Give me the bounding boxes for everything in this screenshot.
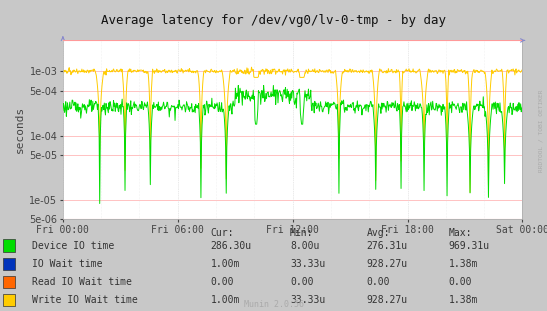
Text: 1.00m: 1.00m [211, 259, 240, 269]
Text: Avg:: Avg: [366, 228, 390, 238]
Text: Max:: Max: [449, 228, 472, 238]
Text: 286.30u: 286.30u [211, 241, 252, 251]
Text: Device IO time: Device IO time [32, 241, 114, 251]
Text: 1.38m: 1.38m [449, 259, 478, 269]
Text: 928.27u: 928.27u [366, 295, 408, 305]
Text: 0.00: 0.00 [211, 277, 234, 287]
Text: RRDTOOL / TOBI OETIKER: RRDTOOL / TOBI OETIKER [539, 89, 544, 172]
Text: 0.00: 0.00 [366, 277, 390, 287]
Text: Read IO Wait time: Read IO Wait time [32, 277, 132, 287]
Text: 969.31u: 969.31u [449, 241, 490, 251]
Text: Min:: Min: [290, 228, 313, 238]
Text: Munin 2.0.56: Munin 2.0.56 [243, 300, 304, 309]
Text: 0.00: 0.00 [449, 277, 472, 287]
Y-axis label: seconds: seconds [15, 106, 25, 153]
Text: 1.00m: 1.00m [211, 295, 240, 305]
Text: 0.00: 0.00 [290, 277, 313, 287]
Text: Write IO Wait time: Write IO Wait time [32, 295, 137, 305]
Text: 33.33u: 33.33u [290, 295, 325, 305]
Text: 276.31u: 276.31u [366, 241, 408, 251]
Text: 8.00u: 8.00u [290, 241, 319, 251]
Text: 1.38m: 1.38m [449, 295, 478, 305]
Text: Cur:: Cur: [211, 228, 234, 238]
Text: IO Wait time: IO Wait time [32, 259, 102, 269]
Text: 928.27u: 928.27u [366, 259, 408, 269]
Text: 33.33u: 33.33u [290, 259, 325, 269]
Text: Average latency for /dev/vg0/lv-0-tmp - by day: Average latency for /dev/vg0/lv-0-tmp - … [101, 14, 446, 27]
